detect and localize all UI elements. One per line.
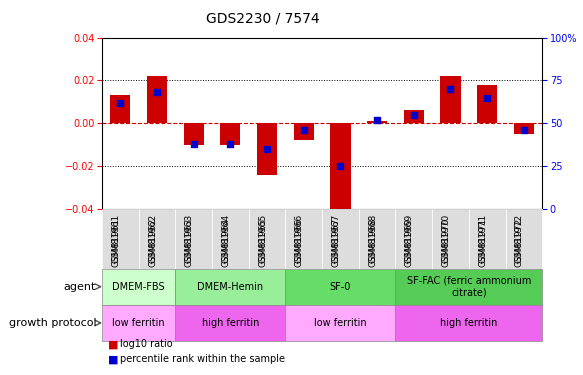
Bar xyxy=(294,123,314,141)
Point xyxy=(226,141,235,147)
Text: GSM81966: GSM81966 xyxy=(295,214,304,263)
Text: GSM81964: GSM81964 xyxy=(222,218,230,267)
Text: GSM81972: GSM81972 xyxy=(515,214,524,263)
Point xyxy=(519,127,529,133)
Text: GSM81964: GSM81964 xyxy=(222,214,230,263)
Text: GSM81961: GSM81961 xyxy=(111,218,120,267)
Text: GSM81969: GSM81969 xyxy=(405,218,414,267)
Text: DMEM-FBS: DMEM-FBS xyxy=(113,282,165,292)
Text: growth protocol: growth protocol xyxy=(9,318,96,328)
Text: GSM81966: GSM81966 xyxy=(295,218,304,267)
Point xyxy=(189,141,198,147)
Text: GSM81972: GSM81972 xyxy=(515,218,524,267)
Text: GSM81961: GSM81961 xyxy=(111,214,120,263)
Bar xyxy=(367,121,387,123)
Bar xyxy=(440,76,461,123)
Text: GSM81965: GSM81965 xyxy=(258,218,267,267)
Point xyxy=(262,146,272,152)
Text: GSM81963: GSM81963 xyxy=(185,218,194,267)
Text: GSM81968: GSM81968 xyxy=(368,218,377,267)
Text: GSM81970: GSM81970 xyxy=(441,214,451,263)
Bar xyxy=(184,123,204,145)
Text: GSM81970: GSM81970 xyxy=(441,218,451,267)
Text: ■: ■ xyxy=(108,339,118,349)
Text: SF-0: SF-0 xyxy=(330,282,351,292)
Point xyxy=(152,89,161,95)
Bar xyxy=(220,123,241,145)
Point xyxy=(336,163,345,169)
Text: low ferritin: low ferritin xyxy=(314,318,367,328)
Bar xyxy=(514,123,534,134)
Text: GSM81967: GSM81967 xyxy=(332,218,340,267)
Text: GSM81971: GSM81971 xyxy=(478,218,487,267)
Text: low ferritin: low ferritin xyxy=(113,318,165,328)
Point xyxy=(409,112,419,118)
Point xyxy=(446,86,455,92)
Point xyxy=(483,94,492,100)
Text: GSM81971: GSM81971 xyxy=(478,214,487,263)
Point xyxy=(115,100,125,106)
Text: percentile rank within the sample: percentile rank within the sample xyxy=(120,354,285,364)
Bar xyxy=(331,123,350,209)
Text: GSM81967: GSM81967 xyxy=(332,214,340,263)
Text: GSM81968: GSM81968 xyxy=(368,214,377,263)
Text: SF-FAC (ferric ammonium
citrate): SF-FAC (ferric ammonium citrate) xyxy=(406,276,531,297)
Text: GSM81962: GSM81962 xyxy=(148,214,157,263)
Text: GSM81965: GSM81965 xyxy=(258,214,267,263)
Text: agent: agent xyxy=(64,282,96,292)
Text: ■: ■ xyxy=(108,354,118,364)
Text: GSM81963: GSM81963 xyxy=(185,214,194,263)
Point xyxy=(299,127,308,133)
Text: log10 ratio: log10 ratio xyxy=(120,339,172,349)
Point xyxy=(373,117,382,123)
Text: high ferritin: high ferritin xyxy=(440,318,497,328)
Bar xyxy=(110,95,131,123)
Text: DMEM-Hemin: DMEM-Hemin xyxy=(197,282,264,292)
Bar xyxy=(403,110,424,123)
Text: high ferritin: high ferritin xyxy=(202,318,259,328)
Bar xyxy=(147,76,167,123)
Text: GSM81962: GSM81962 xyxy=(148,218,157,267)
Bar xyxy=(477,85,497,123)
Text: GDS2230 / 7574: GDS2230 / 7574 xyxy=(206,11,319,25)
Text: GSM81969: GSM81969 xyxy=(405,214,414,263)
Bar xyxy=(257,123,277,175)
